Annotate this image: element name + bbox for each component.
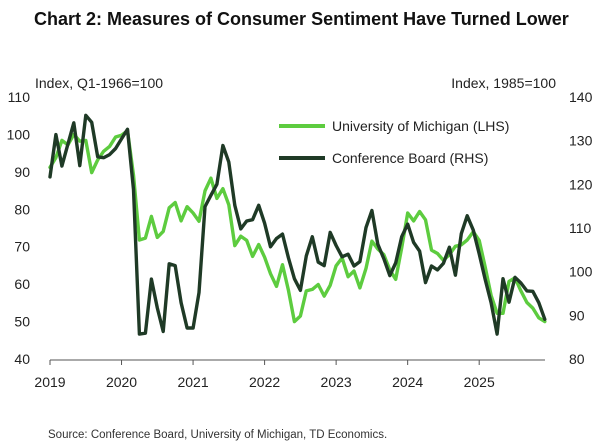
y-right-tick-label: 120 (569, 176, 593, 192)
y-right-tick-label: 110 (569, 220, 592, 236)
y-right-tick-label: 140 (569, 89, 593, 105)
y-left-tick-label: 70 (14, 239, 30, 255)
legend-michigan-label: University of Michigan (LHS) (332, 118, 509, 134)
y-right-tick-label: 100 (569, 264, 593, 280)
y-left-tick-label: 40 (14, 351, 30, 367)
x-tick-label: 2020 (106, 374, 137, 390)
y-left-tick-label: 110 (8, 89, 31, 105)
left-axis-unit-label: Index, Q1-1966=100 (35, 75, 164, 91)
series-group (48, 113, 547, 336)
legend-conference-board-label: Conference Board (RHS) (332, 150, 488, 166)
x-tick-label: 2025 (464, 374, 495, 390)
y-left-tick-label: 90 (14, 164, 30, 180)
source-note: Source: Conference Board, University of … (48, 429, 388, 441)
x-tick-label: 2023 (321, 374, 352, 390)
chart-title: Chart 2: Measures of Consumer Sentiment … (34, 9, 569, 29)
x-tick-label: 2021 (177, 374, 208, 390)
y-left-tick-label: 80 (14, 201, 30, 217)
right-axis-unit-label: Index, 1985=100 (451, 75, 556, 91)
x-tick-label: 2024 (392, 374, 423, 390)
y-left-tick-label: 60 (14, 276, 30, 292)
y-right-tick-label: 90 (569, 307, 585, 323)
legend: University of Michigan (LHS) Conference B… (279, 118, 509, 166)
y-left-tick-label: 50 (14, 314, 30, 330)
y-right-tick-label: 80 (569, 351, 585, 367)
x-tick-label: 2022 (249, 374, 280, 390)
x-tick-label: 2019 (34, 374, 65, 390)
y-left-tick-label: 100 (7, 126, 31, 142)
conference-board-line (48, 113, 547, 336)
y-right-tick-label: 130 (569, 133, 593, 149)
axes-group: 2019 2020 2021 2022 2023 2024 2025 40 50 60 70 80 90… (7, 89, 593, 390)
